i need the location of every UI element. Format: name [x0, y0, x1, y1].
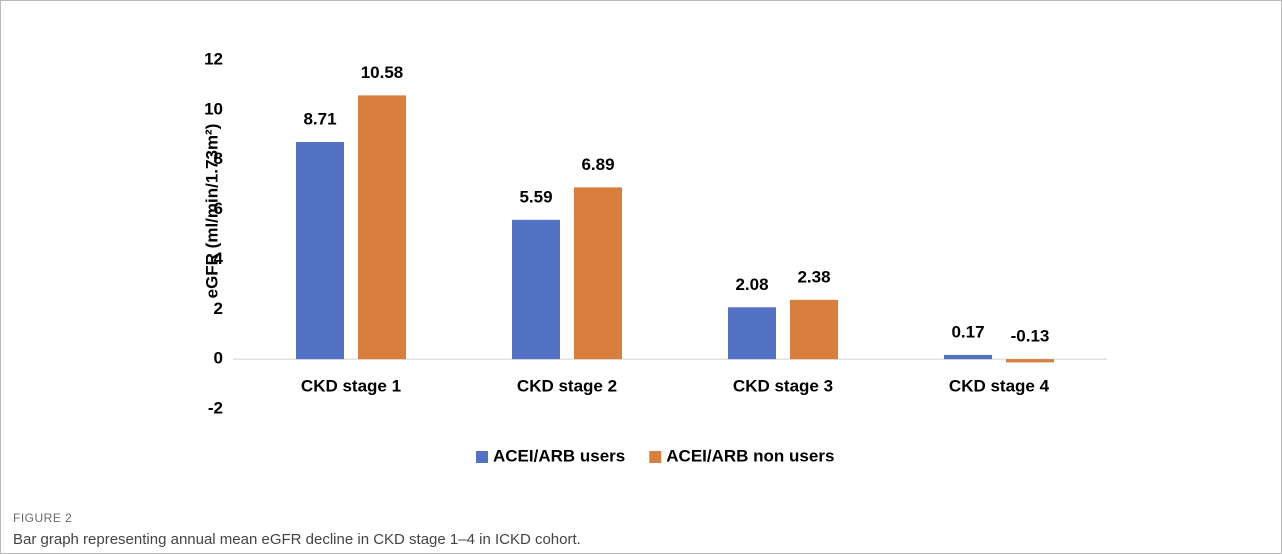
- chart: eGFR (ml/min/1.73m²) -2 0 2 4 6 8 10 12 CKD stag…: [202, 49, 1107, 465]
- legend-label: ACEI/ARB users: [493, 446, 625, 465]
- bar: [358, 95, 406, 360]
- bar: [1006, 359, 1054, 363]
- y-tick-label: 6: [214, 199, 223, 218]
- y-tick-label: 2: [214, 299, 223, 318]
- y-tick-label: 0: [214, 349, 223, 368]
- data-label: 2.08: [735, 275, 768, 294]
- data-label: 5.59: [519, 187, 552, 206]
- x-tick-label: CKD stage 1: [301, 376, 401, 395]
- y-axis-label: eGFR (ml/min/1.73m²): [202, 124, 221, 299]
- bar: [728, 307, 776, 360]
- y-tick-label: 4: [214, 249, 224, 268]
- data-label: 10.58: [361, 63, 404, 82]
- bar: [512, 219, 560, 360]
- y-tick-label: 12: [204, 49, 223, 68]
- bar: [296, 142, 344, 360]
- bar: [790, 299, 838, 360]
- y-tick-label: 8: [214, 149, 223, 168]
- data-label: 2.38: [797, 267, 830, 286]
- legend-label: ACEI/ARB non users: [666, 446, 834, 465]
- data-label: -0.13: [1011, 327, 1050, 346]
- legend-swatch: [649, 451, 662, 463]
- data-label: 0.17: [951, 322, 984, 341]
- bar: [944, 354, 992, 360]
- y-tick-label: -2: [208, 398, 223, 417]
- x-tick-label: CKD stage 4: [949, 376, 1050, 395]
- bar: [574, 187, 622, 360]
- legend-swatch: [476, 451, 488, 463]
- x-tick-label: CKD stage 3: [733, 376, 833, 395]
- data-label: 8.71: [303, 109, 336, 128]
- x-tick-label: CKD stage 2: [517, 376, 617, 395]
- figure-label: FIGURE 2: [13, 511, 73, 525]
- y-tick-label: 10: [204, 99, 223, 118]
- data-label: 6.89: [581, 155, 614, 174]
- caption: Bar graph representing annual mean eGFR …: [13, 531, 581, 548]
